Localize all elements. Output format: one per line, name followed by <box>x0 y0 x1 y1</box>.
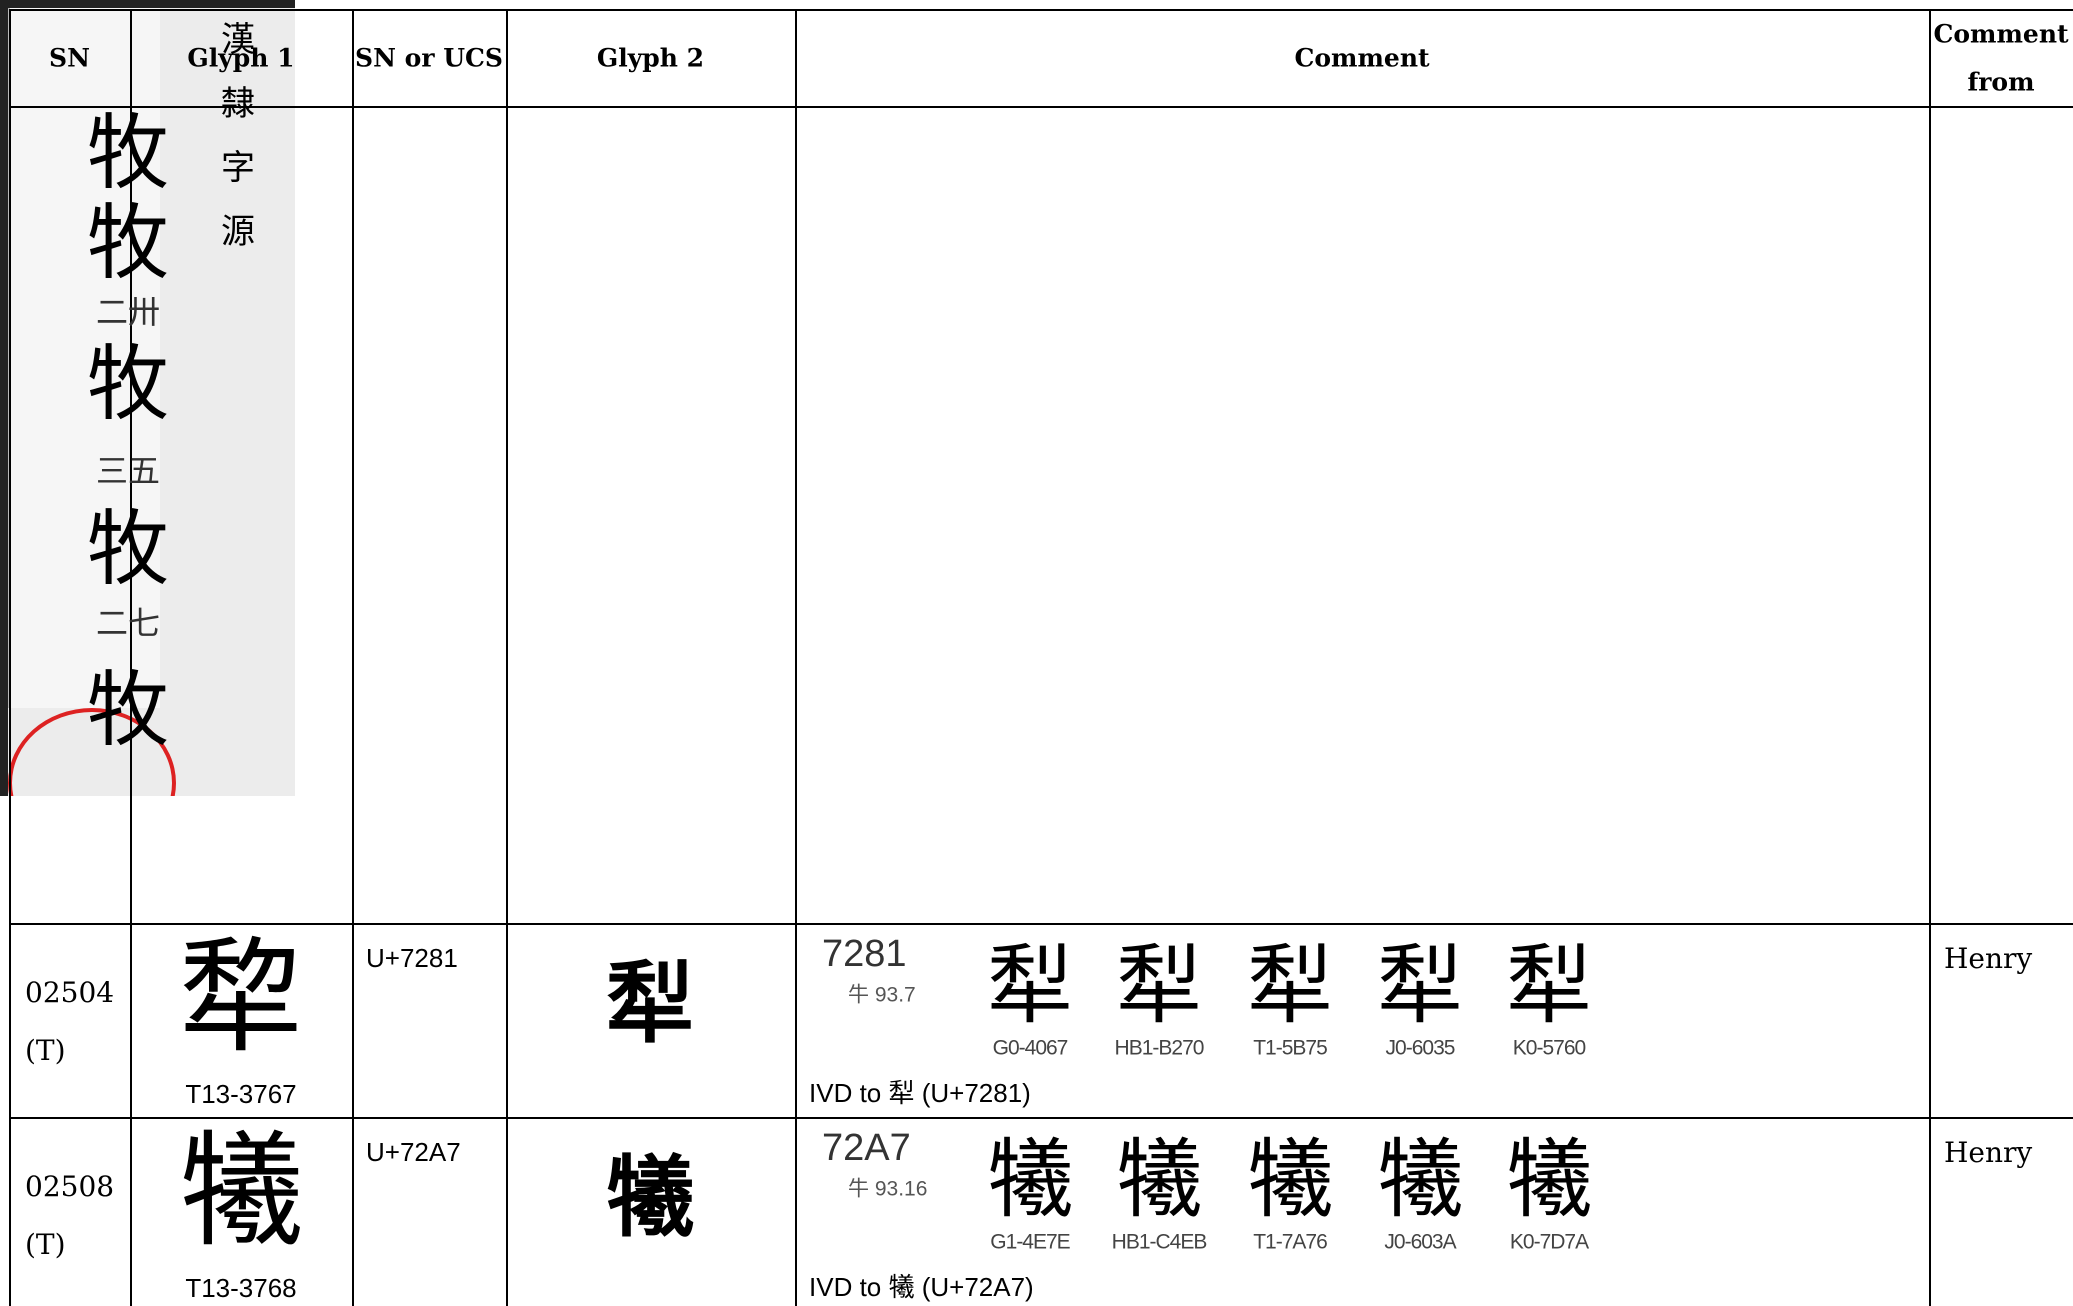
scan-title-char: 漢 <box>221 20 255 60</box>
variant-glyph: 犧 <box>987 1130 1073 1230</box>
glyph-1: 犧 <box>178 1120 304 1264</box>
ucs: U+7281 <box>366 943 458 973</box>
ucs: U+72A7 <box>366 1137 461 1167</box>
comment-from: Henry <box>1944 942 2033 975</box>
radical: 牛 93.7 <box>848 983 916 1007</box>
variant-source: K0-7D7A <box>1509 1230 1589 1254</box>
scan-note: 二七 <box>95 604 161 642</box>
scan-glyph: 牧 <box>86 502 170 597</box>
scan-image: 漢隸字源漢隸字源牧牧牧牧牧二卅三五二七 <box>0 0 295 796</box>
glyph-1: 犂 <box>178 926 304 1070</box>
variant-source: G0-4067 <box>992 1036 1069 1060</box>
table-border <box>1929 9 1931 1306</box>
variant-glyph: 犁 <box>1247 936 1333 1036</box>
glyph-1-source: T13-3768 <box>185 1273 297 1303</box>
sn: 02508 <box>25 1170 115 1203</box>
variant-source: HB1-C4EB <box>1111 1230 1208 1254</box>
variant-glyph: 犁 <box>1506 936 1592 1036</box>
variant-source: HB1-B270 <box>1114 1036 1205 1060</box>
ivd-note: IVD to 犧 (U+72A7) <box>809 1272 1034 1302</box>
scan-title-char: 源 <box>221 212 255 252</box>
header-cell: SN or UCS <box>355 43 503 73</box>
variant-glyph: 犧 <box>1116 1130 1202 1230</box>
sn-note: (T) <box>25 1034 66 1067</box>
variant-source: J0-603A <box>1384 1230 1456 1254</box>
variant-source: J0-6035 <box>1385 1036 1456 1060</box>
header-cell: Glyph 2 <box>596 43 705 73</box>
scan-title-char: 隸 <box>221 84 255 124</box>
code: 7281 <box>822 933 907 975</box>
code: 72A7 <box>822 1127 911 1169</box>
table-border <box>9 9 11 1306</box>
header-cell: Comment from <box>1933 19 2069 97</box>
variant-source: K0-5760 <box>1512 1036 1586 1060</box>
header-cell: Glyph 1 <box>187 43 295 73</box>
scan-glyph: 牧 <box>86 196 170 291</box>
table-border <box>130 9 132 1306</box>
glyph-2: 犁 <box>605 952 695 1055</box>
comment-from: Henry <box>1944 1136 2033 1169</box>
table-border <box>352 9 354 1306</box>
glyph-2: 犧 <box>605 1146 695 1249</box>
variant-glyph: 犧 <box>1247 1130 1333 1230</box>
scan-glyph: 牧 <box>86 106 170 201</box>
header-cell: SN <box>49 43 90 73</box>
table-border <box>506 9 508 1306</box>
variant-glyph: 犧 <box>1377 1130 1463 1230</box>
table-border <box>9 923 2073 925</box>
table-border <box>9 9 2073 11</box>
scan-title-char: 字 <box>221 148 255 188</box>
sn: 02504 <box>25 976 115 1009</box>
variant-source: T1-5B75 <box>1253 1036 1328 1060</box>
scan-glyph: 牧 <box>86 337 170 432</box>
scan-column <box>8 8 160 708</box>
table-border <box>9 106 2073 108</box>
ivd-note: IVD to 犁 (U+7281) <box>809 1078 1031 1108</box>
variant-source: T1-7A76 <box>1253 1230 1328 1254</box>
sn-note: (T) <box>25 1228 66 1261</box>
scan-glyph: 牧 <box>86 663 170 758</box>
radical: 牛 93.16 <box>848 1177 928 1201</box>
table-border <box>795 9 797 1306</box>
scan-note: 三五 <box>95 452 161 490</box>
variant-glyph: 犧 <box>1506 1130 1592 1230</box>
variant-source: G1-4E7E <box>990 1230 1070 1254</box>
variant-glyph: 犁 <box>987 936 1073 1036</box>
variant-glyph: 犁 <box>1116 936 1202 1036</box>
variant-glyph: 犁 <box>1377 936 1463 1036</box>
scan-note: 二卅 <box>95 293 161 331</box>
glyph-1-source: T13-3767 <box>185 1079 297 1109</box>
header-cell: Comment <box>1294 43 1430 73</box>
table-border <box>9 1117 2073 1119</box>
